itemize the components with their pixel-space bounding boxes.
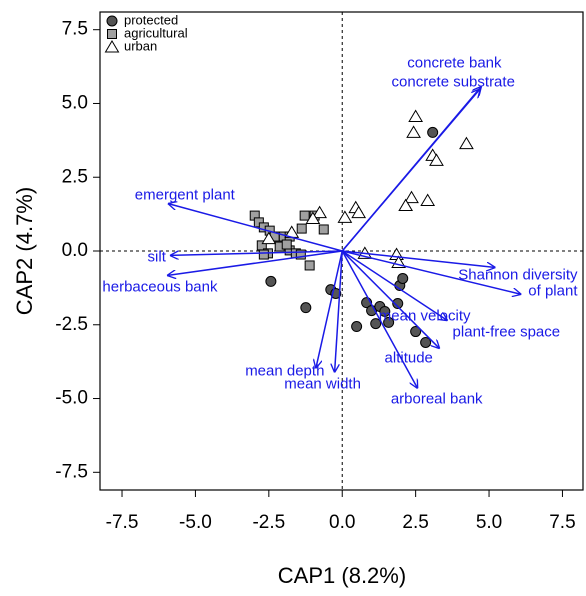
arrow-label: silt: [148, 248, 167, 265]
point: [397, 272, 409, 284]
point: [427, 126, 439, 138]
point: [312, 205, 328, 219]
x-tick-label: 0.0: [329, 512, 355, 533]
y-tick-label: 7.5: [62, 19, 88, 40]
biplot-arrow: [168, 203, 343, 252]
legend-label: agricultural: [124, 25, 188, 40]
x-tick-label: 5.0: [476, 512, 502, 533]
point: [351, 321, 363, 333]
point: [299, 210, 310, 221]
biplot-arrow: [342, 250, 495, 268]
point: [459, 136, 474, 150]
biplot-arrow: [316, 250, 343, 368]
arrow-label: Shannon diversity: [458, 266, 578, 283]
arrow-label: mean velocity: [379, 308, 471, 325]
arrow-label: concrete substrate: [392, 74, 515, 91]
x-tick-label: -5.0: [179, 512, 212, 533]
point: [406, 125, 421, 138]
point: [351, 205, 367, 219]
point: [300, 302, 312, 314]
y-tick-label: -7.5: [55, 461, 88, 482]
point: [408, 109, 424, 122]
arrow-label: arboreal bank: [391, 390, 483, 407]
y-tick-label: 0.0: [62, 240, 88, 261]
arrow-label: mean width: [284, 376, 361, 393]
point: [304, 260, 315, 271]
y-tick-label: 5.0: [62, 92, 88, 113]
biplot-arrow: [167, 250, 343, 275]
x-tick-label: 2.5: [402, 512, 428, 533]
biplot-arrow: [341, 250, 417, 388]
legend-marker: [107, 29, 117, 39]
point: [392, 298, 404, 310]
point: [429, 153, 444, 166]
arrow-label: altitude: [385, 350, 433, 367]
legend-marker: [104, 40, 120, 53]
biplot-arrow: [341, 250, 439, 349]
point: [398, 198, 414, 212]
point: [318, 224, 329, 235]
x-tick-label: -7.5: [106, 512, 139, 533]
point: [265, 275, 277, 287]
point: [296, 223, 307, 234]
y-tick-label: -2.5: [55, 314, 88, 335]
point: [337, 210, 353, 223]
point: [370, 318, 382, 330]
arrow-label: of plant: [528, 282, 578, 299]
legend-label: urban: [124, 38, 157, 53]
biplot-arrow: [342, 250, 521, 294]
x-tick-label: 7.5: [549, 512, 575, 533]
point: [379, 305, 391, 317]
arrow-label: emergent plant: [135, 186, 236, 203]
y-tick-label: 2.5: [62, 166, 88, 187]
point: [305, 211, 321, 225]
y-tick-label: -5.0: [55, 388, 88, 409]
point: [295, 249, 306, 260]
point: [410, 326, 422, 338]
point: [261, 231, 277, 245]
arrow-label: concrete bank: [407, 54, 502, 71]
legend-marker: [106, 15, 118, 27]
point: [420, 193, 436, 207]
point: [383, 316, 395, 328]
point: [404, 190, 419, 204]
point: [281, 239, 292, 250]
biplot-arrow: [170, 250, 343, 255]
arrow-label: plant-free space: [453, 323, 561, 340]
arrow-label: herbaceous bank: [102, 278, 218, 295]
biplot-arrow: [341, 89, 480, 252]
y-axis-label: CAP2 (4.7%): [12, 187, 37, 315]
x-tick-label: -2.5: [252, 512, 285, 533]
x-axis-label: CAP1 (8.2%): [278, 563, 406, 588]
biplot-arrow: [341, 250, 447, 321]
point: [258, 249, 269, 260]
arrow-label: mean depth: [245, 362, 324, 379]
legend-label: protected: [124, 12, 178, 27]
biplot-arrow: [335, 250, 343, 373]
